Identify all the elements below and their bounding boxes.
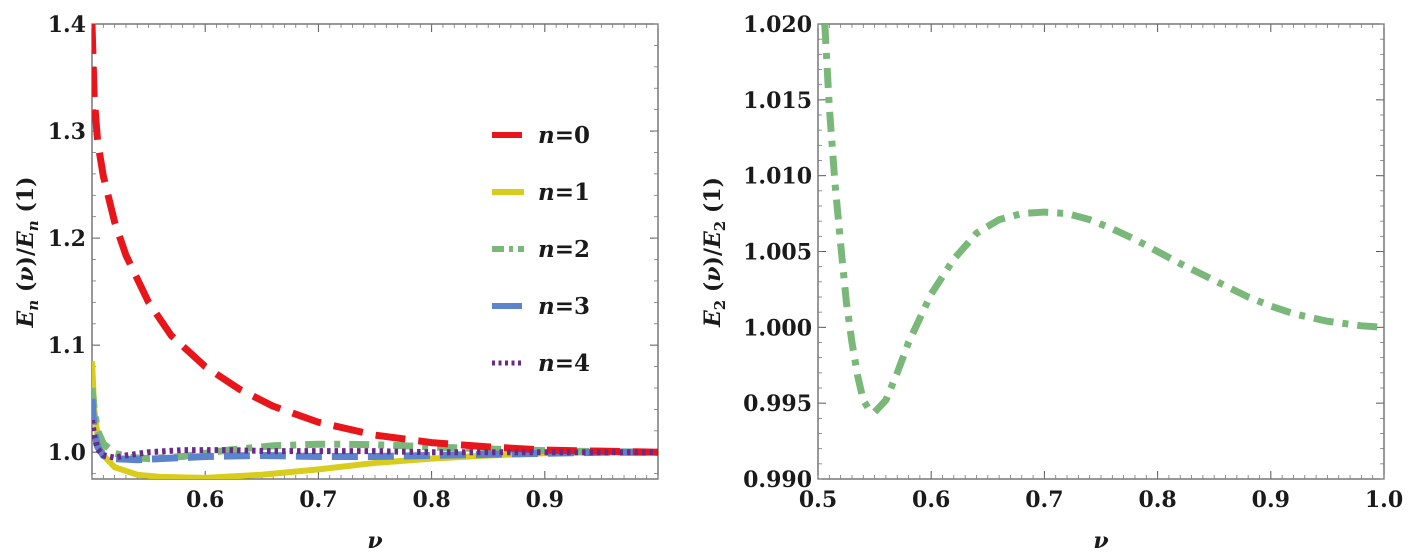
x-tick-label: 0.6: [912, 487, 950, 513]
left-y-label-nu: ν: [13, 266, 39, 281]
legend-val: =1: [555, 179, 590, 206]
legend-label-n-4: n=4: [538, 350, 590, 377]
legend-label-n-1: n=1: [538, 179, 590, 206]
x-tick-label: 0.7: [299, 487, 337, 513]
x-tick-label: 0.7: [1025, 487, 1063, 513]
x-tick-label: 0.8: [412, 487, 450, 513]
left-series-lines: [92, 24, 658, 479]
right-panel: 0.5 0.6 0.7 0.8 0.9 1.0 0.990 0.995 1.000 1.005 1.…: [700, 12, 1403, 554]
right-y-label-end: (1): [700, 177, 726, 221]
series-line-n-0: [92, 24, 658, 456]
right-y-label-slash: )/: [700, 247, 726, 266]
legend-val: =3: [555, 293, 590, 320]
series-line-n-2: [821, 24, 1384, 416]
right-y-label-mid: (: [700, 282, 726, 300]
legend-var: n: [538, 179, 555, 206]
series-group: [92, 24, 658, 479]
legend-val: =2: [555, 236, 590, 263]
left-y-label-sub-n: n: [24, 300, 42, 311]
left-y-label-E2: E: [13, 230, 39, 249]
right-y-label-E: E: [700, 309, 726, 328]
legend-label-n-0: n=0: [538, 122, 590, 149]
left-y-label-slash: )/: [13, 247, 39, 266]
x-tick-label: 0.9: [1252, 487, 1290, 513]
left-y-axis-label: En (ν)/En (1): [13, 177, 42, 329]
y-tick-label: 1.010: [743, 164, 812, 190]
y-tick-label: 1.1: [48, 333, 86, 359]
legend-var: n: [538, 350, 555, 377]
legend: n=0n=1n=2n=3n=4: [492, 122, 590, 377]
right-ticks: 0.5 0.6 0.7 0.8 0.9 1.0 0.990 0.995 1.000 1.005 1.…: [743, 12, 1403, 513]
legend-val: =4: [555, 350, 590, 377]
right-plot-frame: [817, 23, 1385, 480]
y-tick-label: 1.015: [743, 88, 812, 114]
legend-label-n-3: n=3: [538, 293, 590, 320]
right-y-label-E2: E: [700, 230, 726, 249]
right-x-axis-label: ν: [1093, 528, 1108, 554]
legend-var: n: [538, 236, 555, 263]
x-tick-label: 0.5: [799, 487, 837, 513]
x-tick-label: 0.6: [186, 487, 224, 513]
left-ticks: 0.6 0.7 0.8 0.9 1.0 1.1 1.2 1.3 1.4: [48, 12, 659, 513]
y-tick-label: 1.2: [48, 226, 86, 252]
series-line-n-2: [92, 387, 658, 463]
left-y-label-mid: (: [13, 282, 39, 300]
series-group: [821, 24, 1384, 416]
x-tick-label: 0.9: [526, 487, 564, 513]
legend-val: =0: [555, 122, 590, 149]
y-tick-label: 1.005: [743, 240, 812, 266]
series-line-n-4: [92, 419, 658, 461]
y-tick-label: 1.0: [48, 440, 86, 466]
left-y-label-sub-n2: n: [24, 220, 42, 231]
legend-label-n-2: n=2: [538, 236, 590, 263]
left-y-label-E: E: [13, 309, 39, 328]
legend-var: n: [538, 122, 555, 149]
right-series-lines: [821, 24, 1384, 416]
left-x-axis-label: ν: [367, 528, 382, 554]
right-y-label-sub2: 2: [711, 221, 729, 231]
left-y-label-end: (1): [13, 177, 39, 221]
y-tick-label: 1.3: [48, 119, 86, 145]
y-tick-label: 1.4: [48, 12, 86, 38]
x-tick-label: 0.8: [1138, 487, 1176, 513]
right-y-axis-label: E2 (ν)/E2 (1): [700, 177, 729, 328]
legend-var: n: [538, 293, 555, 320]
left-panel: 0.6 0.7 0.8 0.91.01.11.21.31.4 ν En (ν)/En …: [13, 12, 659, 554]
y-tick-label: 0.990: [743, 467, 812, 493]
y-tick-label: 1.020: [743, 12, 812, 38]
y-tick-label: 0.995: [743, 391, 812, 417]
x-tick-label: 1.0: [1365, 487, 1403, 513]
right-y-label-sub: 2: [711, 300, 729, 310]
left-plot-frame: [91, 23, 659, 480]
right-y-label-nu: ν: [700, 266, 726, 281]
y-tick-label: 1.000: [743, 315, 812, 341]
